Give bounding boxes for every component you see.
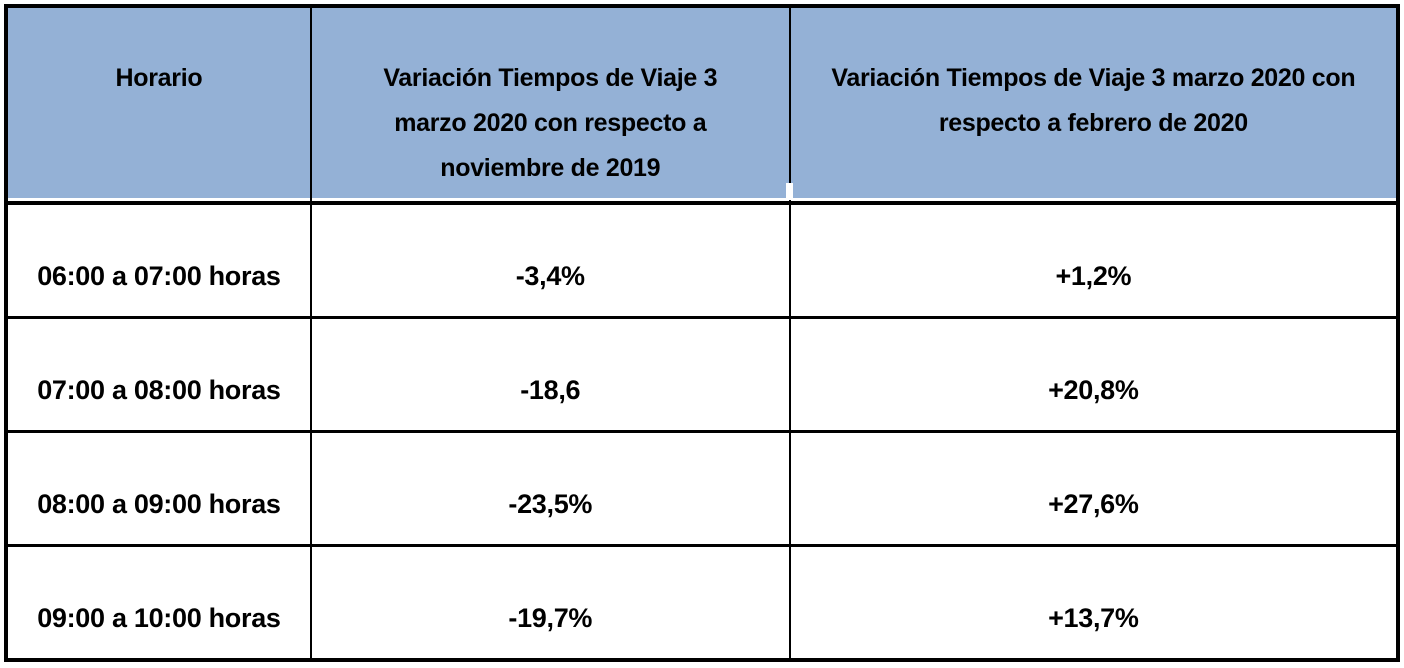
header-cell-vs-nov-2019: Variación Tiempos de Viaje 3 marzo 2020 … <box>309 6 791 203</box>
header-text-line: noviembre de 2019 <box>440 154 661 182</box>
header-text: Horario <box>115 64 203 92</box>
cell-vs-nov-2019: -18,6 <box>309 317 791 432</box>
header-text-line: respecto a febrero de 2020 <box>938 109 1248 137</box>
cell-horario: 09:00 a 10:00 horas <box>5 545 312 660</box>
table-row: 06:00 a 07:00 horas -3,4% +1,2% <box>5 203 1400 318</box>
header-text-line: Variación Tiempos de Viaje 3 marzo 2020 … <box>831 64 1356 92</box>
cell-vs-feb-2020: +27,6% <box>788 431 1400 546</box>
cell-vs-feb-2020: +13,7% <box>788 545 1400 660</box>
cell-vs-nov-2019: -3,4% <box>309 203 791 318</box>
header-cell-vs-feb-2020: Variación Tiempos de Viaje 3 marzo 2020 … <box>788 6 1400 203</box>
header-cell-horario: Horario <box>5 6 312 203</box>
table-row: 08:00 a 09:00 horas -23,5% +27,6% <box>5 431 1400 546</box>
cell-horario: 08:00 a 09:00 horas <box>5 431 312 546</box>
header-row: Horario Variación Tiempos de Viaje 3 mar… <box>5 6 1400 203</box>
cell-horario: 06:00 a 07:00 horas <box>5 203 312 318</box>
variation-table: Horario Variación Tiempos de Viaje 3 mar… <box>4 4 1400 662</box>
header-divider-notch <box>786 183 793 200</box>
cell-vs-feb-2020: +20,8% <box>788 317 1400 432</box>
table-row: 09:00 a 10:00 horas -19,7% +13,7% <box>5 545 1400 660</box>
cell-horario: 07:00 a 08:00 horas <box>5 317 312 432</box>
cell-vs-nov-2019: -23,5% <box>309 431 791 546</box>
header-text-line: marzo 2020 con respecto a <box>394 109 707 137</box>
travel-time-variation-table: Horario Variación Tiempos de Viaje 3 mar… <box>4 4 1400 662</box>
header-text-line: Variación Tiempos de Viaje 3 <box>383 64 718 92</box>
cell-vs-feb-2020: +1,2% <box>788 203 1400 318</box>
table-row: 07:00 a 08:00 horas -18,6 +20,8% <box>5 317 1400 432</box>
cell-vs-nov-2019: -19,7% <box>309 545 791 660</box>
